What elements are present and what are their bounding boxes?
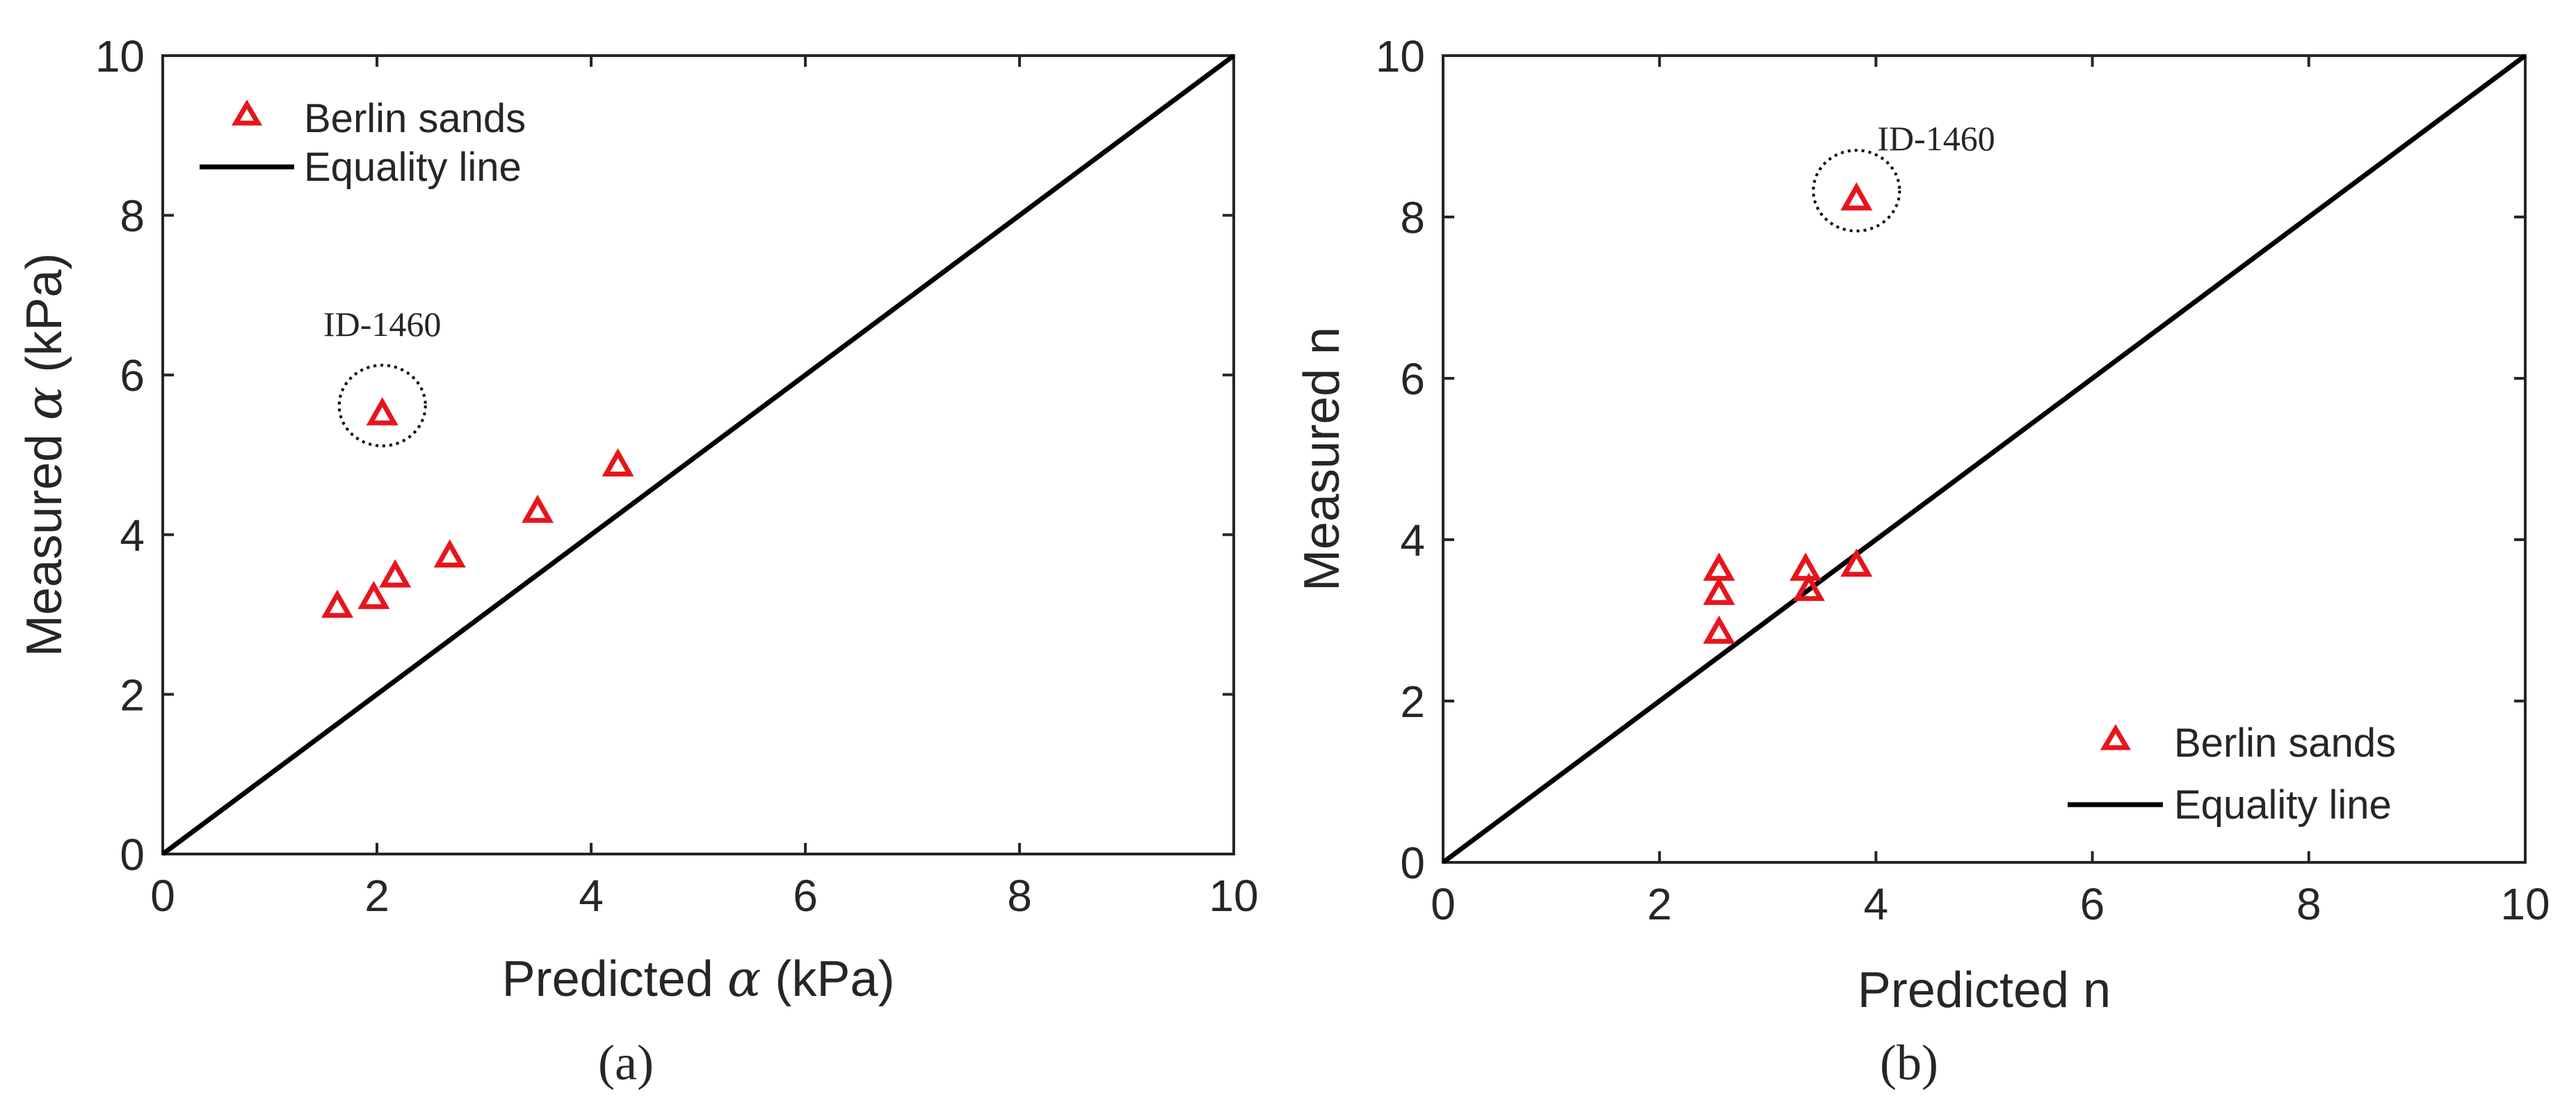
legend-marker-berlin-sands-b [2100,724,2132,750]
equality-line-b [1441,54,2527,864]
panel-b: 0 2 4 6 8 10 0 2 4 6 8 10 ID-1460 Berlin sands Equa… [1294,31,2550,1090]
annotation-text-b: ID-1460 [1877,119,1995,158]
y-tick-label-a-1: 2 [120,670,145,720]
legend-b: Berlin sands Equality line [2068,720,2396,828]
legend-label-equality-line-a: Equality line [304,145,522,190]
legend-label-berlin-sands-a: Berlin sands [304,96,526,141]
x-axis-label-prefix-a: Predicted [502,951,727,1007]
y-tick-label-a-0: 0 [120,830,145,880]
y-tick-label-a-3: 6 [120,351,145,401]
caption-b: (b) [1880,1035,1938,1090]
data-point-a-0 [321,589,354,618]
x-tick-label-a-4: 8 [1007,871,1032,921]
y-tick-label-b-4: 8 [1400,193,1425,243]
annotation-a: ID-1460 [323,305,441,448]
caption-a: (a) [598,1035,654,1090]
data-point-a-5 [602,448,634,477]
data-point-a-4 [521,494,554,523]
data-point-b-6 [1840,182,1873,211]
x-tick-label-a-2: 4 [579,871,604,921]
y-tick-label-a-2: 4 [120,510,145,561]
data-points-a [321,397,634,618]
data-point-a-3 [433,539,466,567]
y-axis-label-suffix-a: (kPa) [17,253,72,387]
y-tick-label-b-5: 10 [1376,31,1425,81]
plot-frame-b [1442,54,2527,864]
data-point-a-6 [366,397,399,426]
x-tick-label-b-5: 10 [2500,879,2550,929]
x-tick-label-a-0: 0 [150,871,175,921]
annotation-b: ID-1460 [1812,119,1995,233]
y-axis-label-a: Measured α (kPa) [15,253,73,657]
legend-marker-berlin-sands-a [231,99,263,126]
data-points-b [1702,182,1873,644]
panel-a: 0 2 4 6 8 10 0 2 4 6 8 10 ID-1460 Berlin sands Equa… [15,31,1259,1090]
y-tick-label-b-3: 6 [1400,354,1425,404]
y-axis-label-symbol-a: α [15,387,73,421]
annotation-text-a: ID-1460 [323,305,441,344]
data-point-b-3 [1789,552,1822,581]
axis-ticks-b: 0 2 4 6 8 10 0 2 4 6 8 10 [1376,31,2550,929]
x-tick-label-b-1: 2 [1647,879,1672,929]
legend-label-equality-line-b: Equality line [2174,782,2392,828]
annotation-circle-a [337,364,427,448]
y-axis-label-prefix-a: Measured [17,420,72,657]
x-axis-label-symbol-a: α [727,949,762,1008]
x-tick-label-b-0: 0 [1431,879,1456,929]
annotation-circle-b [1812,149,1901,233]
data-point-b-4 [1792,572,1825,602]
axis-ticks-a: 0 2 4 6 8 10 0 2 4 6 8 10 [95,31,1259,921]
x-tick-label-b-2: 4 [1864,879,1889,929]
y-tick-label-a-5: 10 [95,31,145,81]
data-point-b-5 [1840,548,1873,577]
data-point-b-0 [1702,552,1735,581]
equality-line-a [161,54,1236,856]
y-tick-label-a-4: 8 [120,191,145,241]
x-axis-label-suffix-a: (kPa) [761,951,894,1007]
y-axis-label-b: Measured n [1294,327,1350,591]
x-axis-label-b: Predicted n [1858,963,2111,1018]
x-tick-label-a-1: 2 [364,871,389,921]
data-point-a-1 [357,581,390,609]
x-axis-label-a: Predicted α (kPa) [502,949,895,1008]
legend-a: Berlin sands Equality line [200,96,526,190]
y-tick-label-b-0: 0 [1400,838,1425,888]
y-tick-label-b-2: 4 [1400,515,1425,565]
data-point-a-2 [379,559,412,588]
y-tick-label-b-1: 2 [1400,677,1425,727]
plot-frame-a [161,54,1235,855]
data-point-b-2 [1702,615,1735,644]
data-point-b-1 [1702,577,1735,605]
x-tick-label-b-3: 6 [2080,879,2105,929]
x-tick-label-a-5: 10 [1209,871,1258,921]
x-tick-label-a-3: 6 [793,871,818,921]
x-tick-label-b-4: 8 [2296,879,2321,929]
legend-label-berlin-sands-b: Berlin sands [2174,720,2396,766]
